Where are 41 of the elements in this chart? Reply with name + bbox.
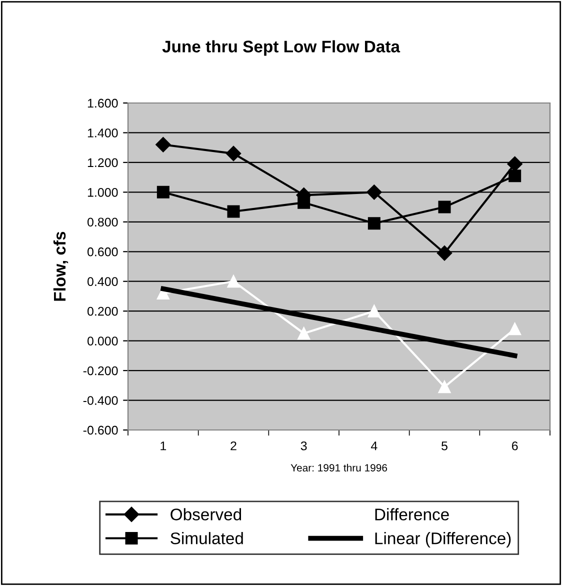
point [227, 205, 240, 218]
x-tick-label: 2 [230, 441, 236, 450]
point [368, 217, 380, 230]
y-tick-label: 1.200 [88, 158, 118, 168]
y-tick-label: 0.200 [87, 306, 118, 316]
point [156, 137, 171, 152]
x-tick-label: 5 [442, 442, 448, 450]
x-tick-label: 4 [370, 442, 378, 450]
point [298, 327, 310, 340]
point [507, 156, 522, 172]
x-axis-title: Year: 1991 thru 1996 [290, 464, 388, 472]
y-tick-label: 1.400 [88, 128, 118, 138]
point [368, 304, 380, 318]
legend-label: Observed [170, 508, 242, 520]
point [156, 186, 170, 198]
y-axis-title: Flow, cfs [53, 232, 68, 301]
y-tick-label: 0.800 [87, 218, 118, 227]
y-tick-label: 0.400 [87, 277, 118, 286]
point [298, 196, 310, 209]
y-tick-label: 1.000 [88, 188, 118, 197]
legend-label: Simulated [170, 532, 243, 544]
point [508, 322, 522, 336]
point [508, 170, 522, 182]
point [366, 184, 382, 200]
y-tick-label: 0.600 [87, 247, 118, 256]
point [226, 146, 242, 162]
point [438, 380, 451, 394]
text: Difference [375, 508, 449, 520]
legend-label: Linear (Difference) [375, 532, 511, 548]
x-tick-label: 1 [160, 442, 166, 450]
y-tick-label: 1.600 [88, 98, 118, 108]
y-tick-label: 0.000 [87, 336, 118, 346]
chart-title: June thru Sept Low Flow Data [162, 40, 400, 56]
point [436, 246, 452, 261]
x-tick-label: 6 [512, 441, 518, 450]
y-tick-label: -0.600 [83, 426, 118, 435]
y-tick-label: -0.200 [83, 366, 118, 376]
point [227, 275, 240, 288]
y-tick-label: -0.400 [83, 396, 118, 405]
x-tick-label: 3 [300, 441, 307, 450]
point [438, 200, 451, 214]
